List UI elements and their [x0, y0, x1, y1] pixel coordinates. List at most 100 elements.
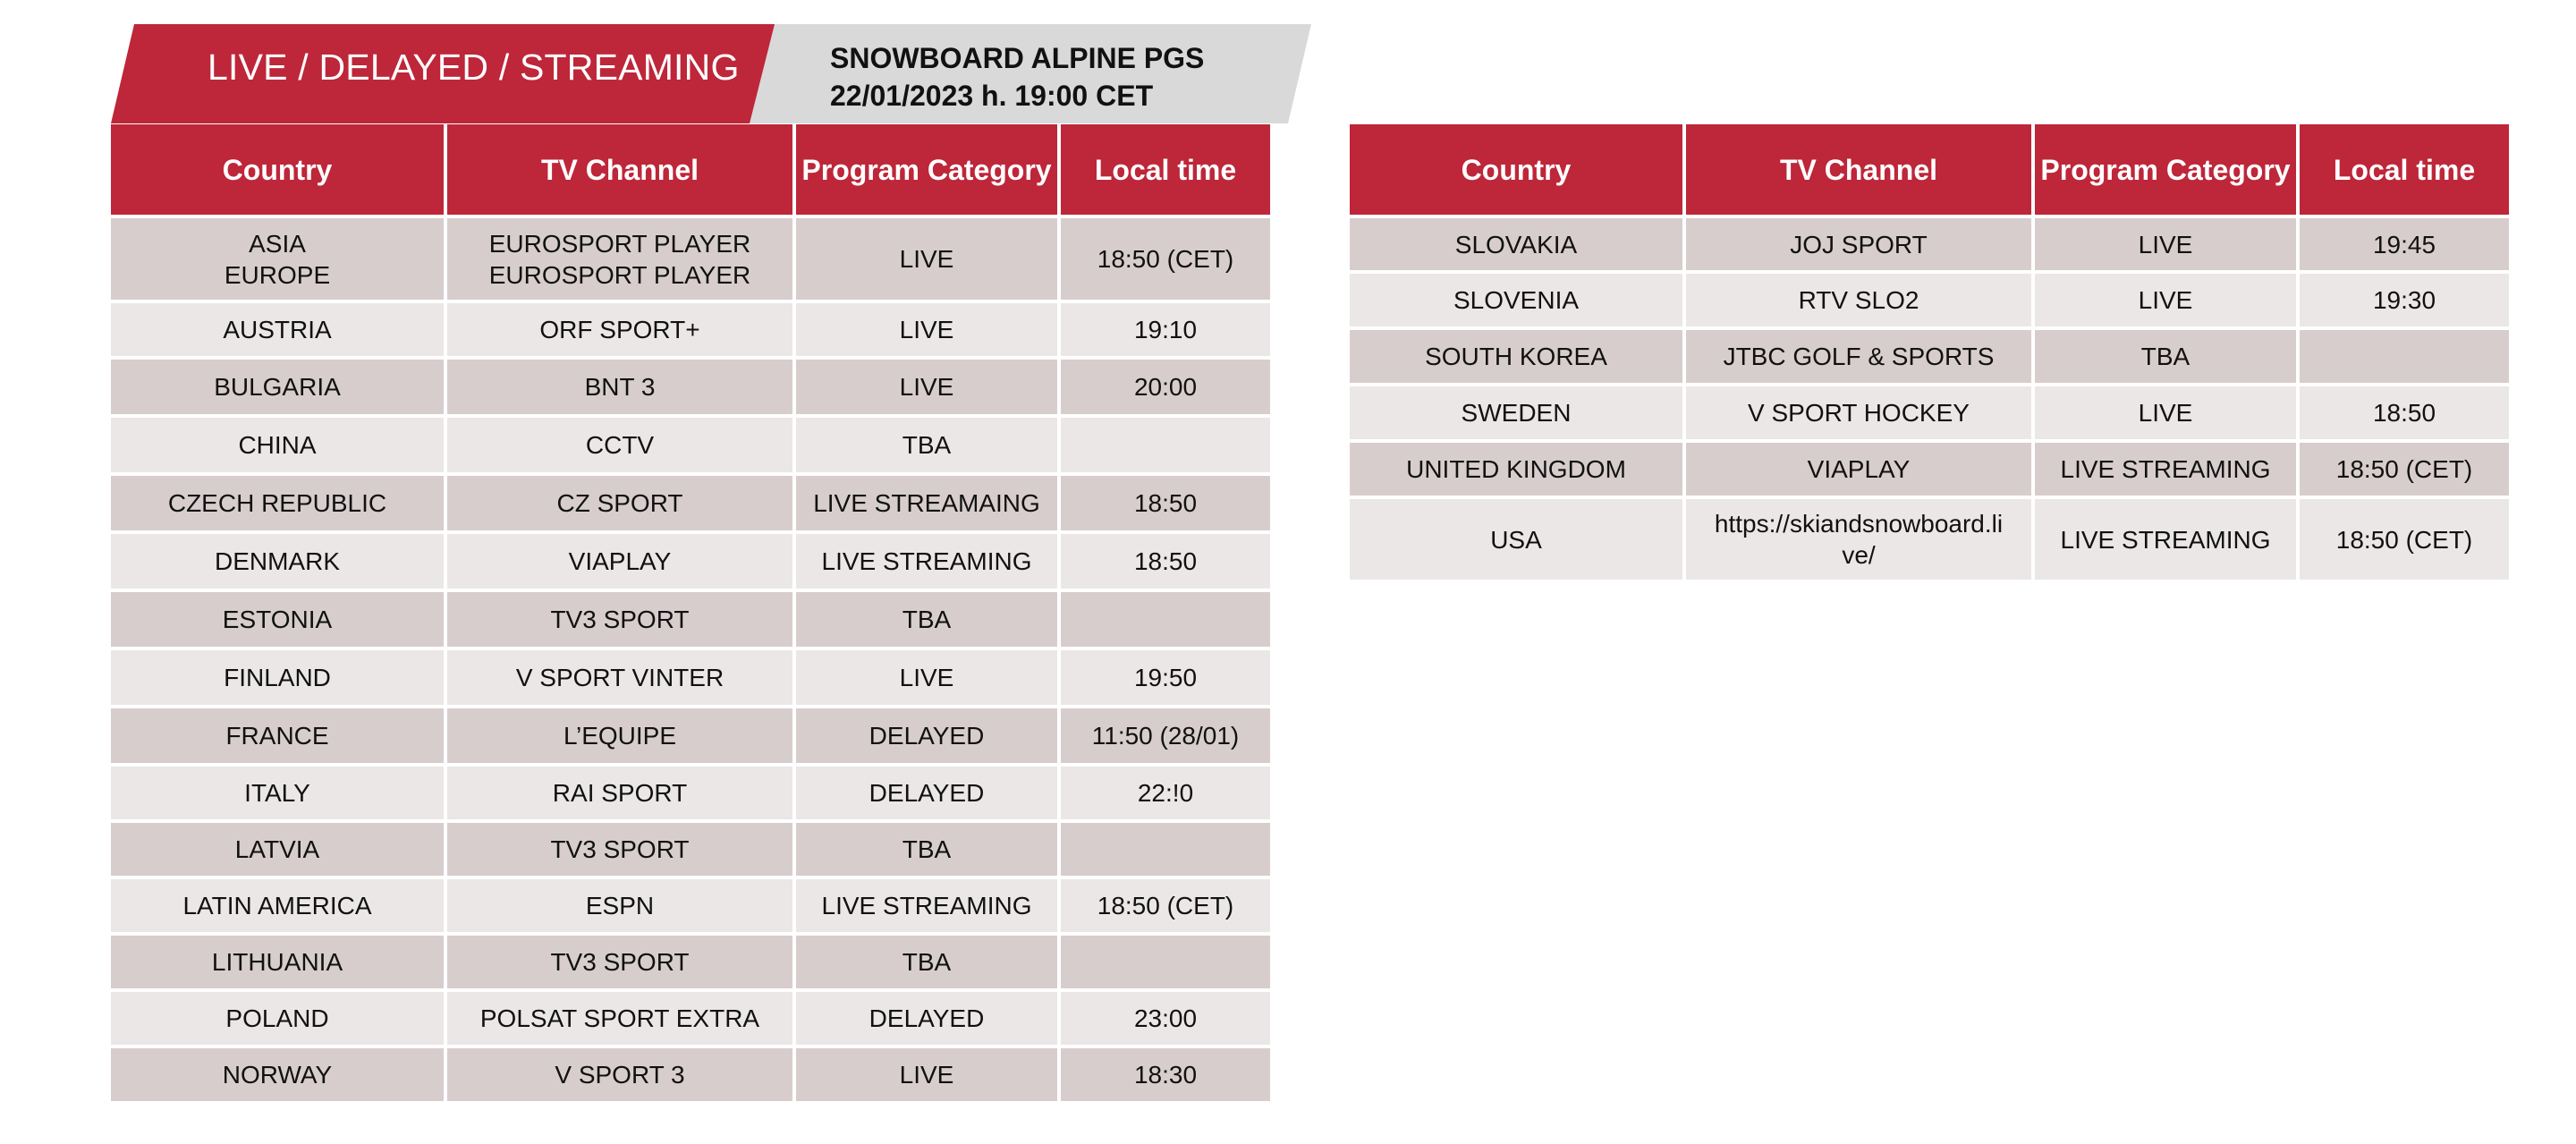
country-cell-line: ESTONIA	[222, 606, 333, 633]
country-cell: UNITED KINGDOM	[1350, 443, 1682, 496]
tv-channel-cell-line: TV3 SPORT	[550, 606, 690, 633]
table-row: SLOVAKIA JOJ SPORT LIVE 19:45	[1350, 218, 2509, 270]
table-row: SLOVENIA RTV SLO2 LIVE 19:30	[1350, 274, 2509, 326]
header-program-category: Program Category	[796, 124, 1057, 215]
local-time-cell: 18:50 (CET)	[1061, 879, 1270, 932]
program-category-cell: LIVE	[2035, 274, 2296, 326]
tv-channel-cell: CCTV	[447, 418, 792, 472]
program-category-cell: LIVE	[2035, 386, 2296, 439]
header-category-line1: Program	[2040, 153, 2158, 186]
tv-channel-cell: TV3 SPORT	[447, 936, 792, 988]
local-time-cell: 19:45	[2300, 218, 2509, 270]
schedule-table-right: Country TV Channel Program Category Loca…	[1346, 121, 2512, 583]
country-cell-line: LITHUANIA	[211, 948, 343, 976]
table-row: FRANCE L’EQUIPE DELAYED 11:50 (28/01)	[111, 708, 1270, 763]
header-country: Country	[1350, 124, 1682, 215]
banner-title: LIVE / DELAYED / STREAMING	[208, 47, 740, 88]
table-row: ITALY RAI SPORT DELAYED 22:!0	[111, 767, 1270, 819]
tv-channel-cell-line: TV3 SPORT	[550, 835, 690, 863]
country-cell: ASIA EUROPE	[111, 218, 444, 300]
table-row: USA https://skiandsnowboard.li ve/LIVE STR…	[1350, 499, 2509, 580]
table-body-left: ASIA EUROPE EUROSPORT PLAYER EUROSPORT PLAY…	[111, 218, 1270, 1101]
header-category-line2: Category	[927, 153, 1052, 186]
program-category-cell: TBA	[796, 936, 1057, 988]
tv-channel-cell: TV3 SPORT	[447, 592, 792, 647]
local-time-cell: 23:00	[1061, 992, 1270, 1045]
country-cell: SWEDEN	[1350, 386, 1682, 439]
tv-channel-cell-line: VIAPLAY	[568, 547, 672, 575]
header-banner: LIVE / DELAYED / STREAMING SNOWBOARD ALP…	[0, 0, 1324, 125]
country-cell-line: USA	[1490, 525, 1542, 554]
local-time-cell: 19:30	[2300, 274, 2509, 326]
header-tv-channel: TV Channel	[1686, 124, 2031, 215]
program-category-cell: LIVE STREAMING	[2035, 443, 2296, 496]
tv-channel-cell-line: TV3 SPORT	[550, 948, 690, 976]
local-time-cell: 18:50 (CET)	[1061, 218, 1270, 300]
country-cell: FINLAND	[111, 650, 444, 705]
country-cell-line: NORWAY	[222, 1061, 333, 1089]
tv-channel-cell-line: ve/	[1842, 541, 1876, 569]
schedule-table-left: Country TV Channel Program Category Loca…	[107, 121, 1274, 1105]
country-cell-line: UNITED KINGDOM	[1406, 455, 1626, 483]
country-cell-line: CZECH REPUBLIC	[167, 489, 387, 517]
country-cell: ITALY	[111, 767, 444, 819]
tv-channel-cell-line: POLSAT SPORT EXTRA	[479, 1004, 760, 1032]
table-row: ESTONIA TV3 SPORT TBA	[111, 592, 1270, 647]
program-category-cell: LIVE	[796, 303, 1057, 356]
header-row: Country TV Channel Program Category Loca…	[111, 124, 1270, 215]
tv-channel-cell-line: JTBC GOLF & SPORTS	[1723, 343, 1995, 370]
header-category-line1: Program	[801, 153, 919, 186]
country-cell-line: SLOVAKIA	[1454, 230, 1578, 258]
tv-channel-cell: RTV SLO2	[1686, 274, 2031, 326]
local-time-cell	[1061, 418, 1270, 472]
table-row: LATIN AMERICA ESPN LIVE STREAMING 18:50 (CE…	[111, 879, 1270, 932]
tv-channel-cell: JOJ SPORT	[1686, 218, 2031, 270]
local-time-cell: 18:50	[1061, 534, 1270, 589]
tv-channel-cell: ESPN	[447, 879, 792, 932]
local-time-cell: 18:30	[1061, 1048, 1270, 1101]
tv-channel-cell: V SPORT VINTER	[447, 650, 792, 705]
table-row: DENMARK VIAPLAY LIVE STREAMING 18:50	[111, 534, 1270, 589]
table-row: SOUTH KOREA JTBC GOLF & SPORTS TBA	[1350, 330, 2509, 383]
program-category-cell: LIVE STREAMING	[796, 879, 1057, 932]
table-row: CZECH REPUBLIC CZ SPORT LIVE STREAMAING 18:…	[111, 476, 1270, 530]
country-cell: NORWAY	[111, 1048, 444, 1101]
country-cell-line: POLAND	[225, 1004, 329, 1032]
country-cell-line: EUROPE	[224, 260, 331, 289]
header-program-category: Program Category	[2035, 124, 2296, 215]
banner-shape	[111, 24, 1311, 123]
country-cell: LATVIA	[111, 823, 444, 876]
local-time-cell: 19:10	[1061, 303, 1270, 356]
table-row: FINLAND V SPORT VINTER LIVE 19:50	[111, 650, 1270, 705]
country-cell: BULGARIA	[111, 360, 444, 414]
program-category-cell: DELAYED	[796, 767, 1057, 819]
tv-channel-cell: VIAPLAY	[1686, 443, 2031, 496]
program-category-cell: LIVE STREAMING	[796, 534, 1057, 589]
program-category-cell: LIVE	[796, 360, 1057, 414]
tv-channel-cell-line: ESPN	[585, 892, 655, 919]
tv-channel-cell: TV3 SPORT	[447, 823, 792, 876]
local-time-cell	[2300, 330, 2509, 383]
local-time-cell	[1061, 823, 1270, 876]
country-cell: SLOVAKIA	[1350, 218, 1682, 270]
country-cell: SOUTH KOREA	[1350, 330, 1682, 383]
tv-channel-cell-line: V SPORT HOCKEY	[1748, 399, 1970, 427]
country-cell: ESTONIA	[111, 592, 444, 647]
country-cell-line: ASIA	[249, 229, 306, 258]
table-row: LATVIA TV3 SPORT TBA	[111, 823, 1270, 876]
tv-channel-cell: https://skiandsnowboard.li ve/	[1686, 499, 2031, 580]
country-cell: LATIN AMERICA	[111, 879, 444, 932]
header-local-time: Local time	[2300, 124, 2509, 215]
banner-grey-panel	[748, 24, 1311, 123]
local-time-cell: 20:00	[1061, 360, 1270, 414]
banner-red-panel	[111, 24, 775, 123]
local-time-cell: 18:50 (CET)	[2300, 443, 2509, 496]
table-body-right: SLOVAKIA JOJ SPORT LIVE 19:45 SLOVENIA RTV SL…	[1350, 218, 2509, 580]
local-time-cell: 18:50	[2300, 386, 2509, 439]
tv-channel-cell-line: EUROSPORT PLAYER	[488, 229, 751, 258]
tv-channel-cell-line: CCTV	[585, 431, 655, 459]
local-time-cell	[1061, 936, 1270, 988]
country-cell-line: AUSTRIA	[223, 316, 332, 343]
country-cell-line: LATIN AMERICA	[182, 892, 372, 919]
country-cell: FRANCE	[111, 708, 444, 763]
